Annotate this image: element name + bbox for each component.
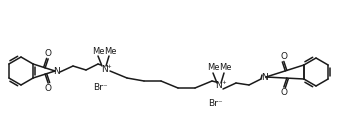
Text: N: N xyxy=(216,81,222,90)
Text: O: O xyxy=(280,88,287,97)
Text: N: N xyxy=(53,67,59,75)
Text: Br⁻: Br⁻ xyxy=(208,100,222,109)
Text: O: O xyxy=(44,49,52,58)
Text: +: + xyxy=(107,64,111,69)
Text: Me: Me xyxy=(92,47,104,55)
Text: N: N xyxy=(262,72,268,81)
Text: +: + xyxy=(222,81,226,86)
Text: Me: Me xyxy=(104,47,116,55)
Text: Me: Me xyxy=(219,64,231,72)
Text: Me: Me xyxy=(207,64,219,72)
Text: O: O xyxy=(44,84,52,93)
Text: N: N xyxy=(101,64,108,73)
Text: O: O xyxy=(280,52,287,61)
Text: Br⁻: Br⁻ xyxy=(93,83,107,92)
